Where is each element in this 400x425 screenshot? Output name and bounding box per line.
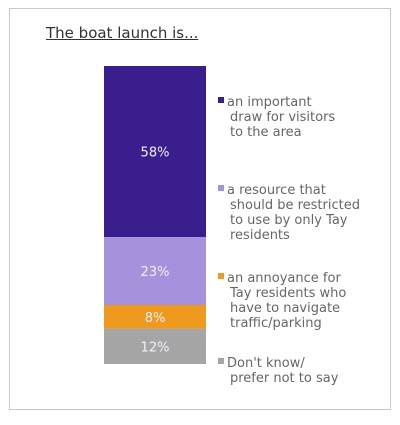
legend-swatch-3 bbox=[218, 273, 224, 279]
legend-swatch-2 bbox=[218, 185, 224, 191]
chart-title: The boat launch is... bbox=[46, 24, 199, 42]
bar-value-label-3: 8% bbox=[145, 311, 166, 326]
legend-label-3-line-4: traffic/parking bbox=[230, 316, 322, 331]
legend-label-1-line-3: to the area bbox=[230, 125, 302, 140]
bar-segment-1 bbox=[104, 66, 206, 238]
bar-segment-2 bbox=[104, 237, 206, 305]
bar-value-label-1: 58% bbox=[141, 146, 170, 161]
legend-label-3-line-1: an annoyance for bbox=[227, 271, 341, 286]
legend-swatch-1 bbox=[218, 97, 224, 103]
legend-label-2-line-1: a resource that bbox=[227, 183, 326, 198]
bar-segment-3 bbox=[104, 304, 206, 329]
legend-label-2-line-2: should be restricted bbox=[230, 198, 360, 213]
bar-segment-4 bbox=[104, 328, 206, 364]
legend-label-4-line-1: Don't know/ bbox=[227, 356, 305, 371]
bar-value-label-2: 23% bbox=[141, 265, 170, 280]
bar-value-label-4: 12% bbox=[141, 340, 170, 355]
legend-label-1-line-2: draw for visitors bbox=[230, 110, 335, 125]
legend-label-3-line-3: have to navigate bbox=[230, 301, 340, 316]
legend-label-3-line-2: Tay residents who bbox=[229, 286, 346, 301]
legend-label-2-line-3: to use by only Tay bbox=[230, 213, 348, 228]
legend-label-1-line-1: an important bbox=[227, 95, 312, 110]
legend-label-2-line-4: residents bbox=[230, 228, 290, 243]
legend-label-4-line-2: prefer not to say bbox=[230, 371, 339, 386]
legend-swatch-4 bbox=[218, 358, 224, 364]
